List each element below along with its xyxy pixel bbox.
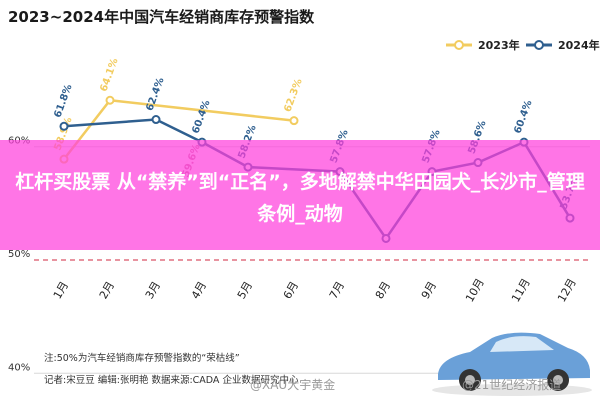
- x-tick-label: 10月: [463, 276, 487, 304]
- data-label: 60.4%: [512, 99, 534, 135]
- data-point: [151, 115, 161, 125]
- data-label: 62.3%: [282, 77, 304, 113]
- watermark-left: @XAU大宇黄金: [250, 378, 336, 392]
- data-label: 60.4%: [190, 99, 212, 135]
- x-tick-label: 8月: [373, 279, 393, 301]
- data-label: 61.8%: [52, 83, 74, 119]
- overlay-headline[interactable]: 杠杆买股票 从“禁养”到“正名”，多地解禁中华田园犬_长沙市_管理条例_动物: [15, 171, 585, 225]
- data-point: [105, 95, 115, 105]
- legend-label-1: 2024年: [558, 38, 600, 52]
- chart-title: 2023~2024年中国汽车经销商库存预警指数: [8, 8, 315, 26]
- data-point: [59, 121, 69, 131]
- note-line-1: 注:50%为汽车经销商库存预警指数的“荣枯线”: [44, 353, 240, 364]
- x-tick-label: 3月: [143, 279, 163, 301]
- x-tick-label: 1月: [51, 279, 71, 301]
- x-tick-label: 6月: [281, 279, 301, 301]
- y-tick-label: 40%: [8, 362, 30, 373]
- y-tick-label: 50%: [8, 249, 30, 260]
- ad-overlay-banner[interactable]: [0, 140, 600, 250]
- x-tick-label: 2月: [97, 279, 117, 301]
- x-tick-label: 9月: [419, 279, 439, 301]
- data-label: 64.1%: [98, 57, 120, 93]
- car-illustration: [432, 332, 592, 396]
- x-tick-label: 7月: [327, 279, 347, 301]
- data-point: [289, 116, 299, 126]
- legend-marker-1: [534, 40, 544, 50]
- watermark-right: @21世纪经济报道: [462, 378, 562, 392]
- legend-label-0: 2023年: [478, 38, 520, 52]
- legend-marker-0: [454, 40, 464, 50]
- x-tick-label: 12月: [555, 276, 579, 304]
- x-tick-label: 11月: [509, 276, 533, 304]
- x-tick-label: 4月: [189, 279, 209, 301]
- x-tick-label: 5月: [235, 279, 255, 301]
- note-line-2: 记者:宋豆豆 编辑:张明艳 数据来源:CADA 企业数据研究中心: [44, 375, 299, 386]
